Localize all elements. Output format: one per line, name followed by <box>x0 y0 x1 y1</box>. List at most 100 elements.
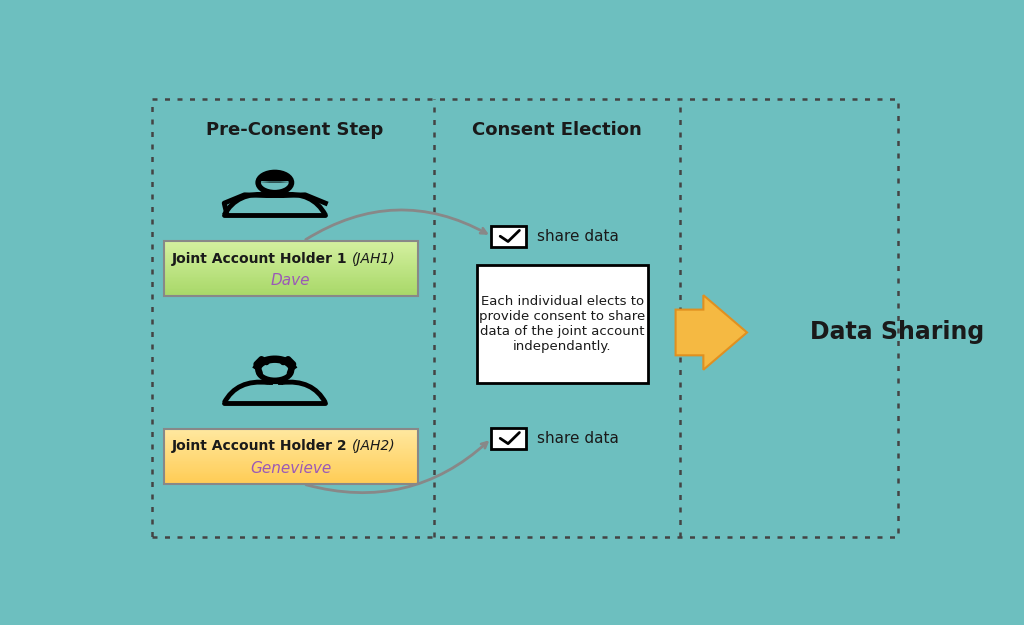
Bar <box>164 461 418 463</box>
Bar <box>164 445 418 446</box>
Bar <box>164 276 418 277</box>
Text: Joint Account Holder 2: Joint Account Holder 2 <box>172 439 352 453</box>
Text: Pre-Consent Step: Pre-Consent Step <box>206 121 383 139</box>
Bar <box>164 456 418 458</box>
Bar <box>164 289 418 291</box>
Bar <box>164 446 418 447</box>
Bar <box>164 259 418 261</box>
Bar <box>164 268 418 269</box>
Bar <box>164 293 418 294</box>
Bar <box>164 242 418 244</box>
Bar <box>164 434 418 435</box>
Bar <box>164 295 418 296</box>
Bar <box>164 294 418 296</box>
Text: share data: share data <box>537 229 618 244</box>
Bar <box>164 482 418 484</box>
Bar <box>164 271 418 272</box>
Bar <box>164 262 418 263</box>
Bar <box>164 429 418 484</box>
Text: Each individual elects to
provide consent to share
data of the joint account
ind: Each individual elects to provide consen… <box>479 295 645 353</box>
Bar <box>164 463 418 465</box>
Bar <box>164 449 418 451</box>
Bar <box>164 459 418 461</box>
Bar <box>164 241 418 296</box>
Bar <box>164 251 418 252</box>
Bar <box>164 248 418 249</box>
Bar <box>164 280 418 282</box>
Bar <box>164 273 418 274</box>
Bar <box>164 245 418 247</box>
Bar <box>164 465 418 466</box>
Bar <box>164 292 418 294</box>
Bar <box>164 274 418 276</box>
Bar <box>164 482 418 483</box>
Bar <box>164 436 418 437</box>
Bar <box>164 252 418 253</box>
Bar <box>164 279 418 281</box>
Bar <box>164 459 418 460</box>
Bar <box>164 479 418 481</box>
Bar <box>164 429 418 431</box>
Bar <box>164 278 418 279</box>
Bar <box>164 254 418 255</box>
Bar <box>164 461 418 462</box>
Bar <box>164 448 418 449</box>
Bar <box>164 282 418 284</box>
Bar <box>164 276 418 278</box>
Bar <box>164 468 418 469</box>
Bar <box>164 241 418 242</box>
Polygon shape <box>257 172 292 182</box>
Bar <box>164 254 418 256</box>
Bar <box>164 449 418 450</box>
Bar <box>164 291 418 292</box>
Bar <box>164 266 418 268</box>
Bar <box>164 458 418 459</box>
Text: (JAH1): (JAH1) <box>352 252 395 266</box>
Bar <box>164 438 418 440</box>
Text: (JAH2): (JAH2) <box>352 439 395 453</box>
Bar <box>164 260 418 261</box>
Bar <box>164 474 418 476</box>
Text: Consent Election: Consent Election <box>472 121 641 139</box>
Bar <box>164 432 418 433</box>
Bar <box>164 241 418 243</box>
Bar <box>164 256 418 258</box>
Bar <box>164 438 418 439</box>
Bar <box>164 451 418 452</box>
Bar <box>164 454 418 456</box>
Bar <box>164 250 418 251</box>
Bar <box>164 433 418 434</box>
Bar <box>164 257 418 259</box>
Bar <box>164 281 418 282</box>
Bar <box>164 286 418 287</box>
Bar <box>164 278 418 280</box>
Bar <box>164 253 418 254</box>
Bar <box>164 244 418 246</box>
Bar <box>164 269 418 271</box>
Bar <box>164 442 418 444</box>
Bar <box>164 288 418 289</box>
Bar <box>164 462 418 464</box>
Bar <box>164 264 418 265</box>
Text: Data Sharing: Data Sharing <box>811 321 985 344</box>
Bar <box>164 287 418 288</box>
Bar <box>164 480 418 481</box>
Bar <box>164 455 418 456</box>
Bar <box>164 255 418 257</box>
Bar <box>164 431 418 432</box>
Bar <box>164 451 418 452</box>
Bar <box>164 266 418 267</box>
Bar <box>164 466 418 468</box>
Bar <box>164 478 418 479</box>
Bar <box>164 258 418 259</box>
Bar <box>164 481 418 482</box>
Bar <box>164 289 418 290</box>
Bar <box>164 428 418 429</box>
Bar <box>164 444 418 446</box>
Text: Joint Account Holder 1: Joint Account Holder 1 <box>172 252 352 266</box>
Bar <box>164 464 418 466</box>
Bar <box>164 270 418 271</box>
Bar <box>164 472 418 473</box>
Bar <box>164 285 418 286</box>
Bar <box>164 467 418 468</box>
